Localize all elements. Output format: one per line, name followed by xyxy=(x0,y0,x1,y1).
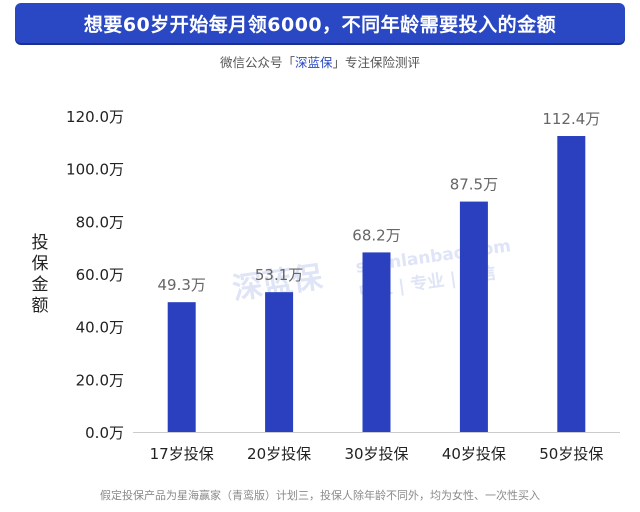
chart-title: 想要60岁开始每月领6000，不同年龄需要投入的金额 xyxy=(83,13,557,36)
bar xyxy=(265,292,294,432)
y-tick-label: 80.0万 xyxy=(76,213,124,231)
y-tick-label: 60.0万 xyxy=(76,266,124,284)
data-label: 49.3万 xyxy=(157,276,205,294)
x-tick-label: 40岁投保 xyxy=(442,445,506,463)
chart-footnote: 假定投保产品为星海赢家（青鸾版）计划三，投保人除年龄不同外，均为女性、一次性买入 xyxy=(100,489,540,502)
y-tick-label: 120.0万 xyxy=(66,108,124,126)
y-tick-label: 20.0万 xyxy=(76,371,124,389)
subtitle-suffix: 」专注保险测评 xyxy=(332,55,421,70)
subtitle-brand: 深蓝保 xyxy=(294,55,333,70)
subtitle-prefix: 微信公众号「 xyxy=(219,55,295,70)
bar xyxy=(362,252,391,432)
data-label: 87.5万 xyxy=(450,176,498,194)
x-tick-label: 17岁投保 xyxy=(150,445,214,463)
bar xyxy=(459,201,488,432)
chart-title-banner: 想要60岁开始每月领6000，不同年龄需要投入的金额 xyxy=(15,3,625,43)
y-tick-label: 40.0万 xyxy=(76,319,124,337)
y-axis-label: 投保金额 xyxy=(32,233,49,316)
bar xyxy=(557,136,586,432)
y-tick-label: 100.0万 xyxy=(66,161,124,179)
bar xyxy=(167,302,196,432)
chart-subtitle: 微信公众号「深蓝保」专注保险测评 xyxy=(0,52,640,71)
data-label: 68.2万 xyxy=(352,226,400,244)
x-tick-label: 50岁投保 xyxy=(539,445,603,463)
data-label: 53.1万 xyxy=(255,266,303,284)
y-tick-label: 0.0万 xyxy=(85,424,124,442)
x-tick-label: 20岁投保 xyxy=(247,445,311,463)
data-label: 112.4万 xyxy=(542,110,600,128)
x-tick-label: 30岁投保 xyxy=(344,445,408,463)
